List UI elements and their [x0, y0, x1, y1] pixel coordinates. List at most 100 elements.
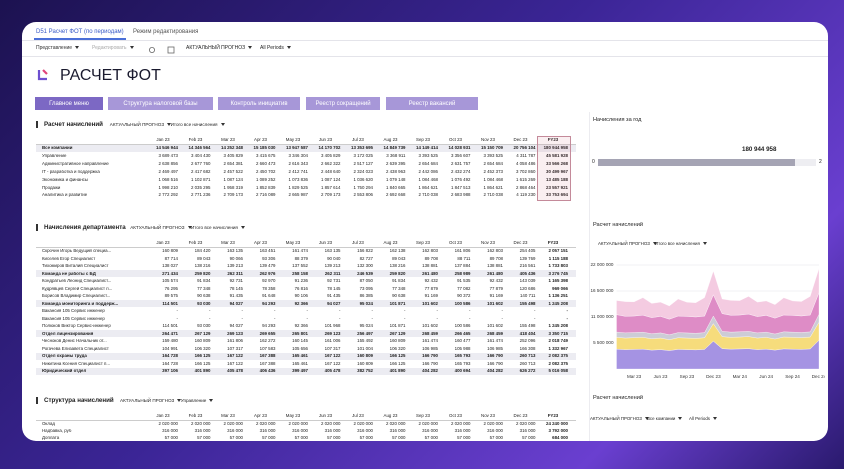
nav-button[interactable]: Структура налоговой базы — [108, 97, 213, 110]
table-cell: 2 457 522 — [223, 168, 243, 174]
table-cell: 77 348 — [392, 285, 406, 291]
table-cell: 166 790 — [487, 353, 503, 358]
table-cell: 405 436 — [519, 270, 536, 276]
filter-dropdown[interactable]: АКТУАЛЬНЫЙ ПРОГНОЗ — [120, 398, 181, 404]
section-marker — [36, 224, 38, 231]
table-cell: 2 035 295 — [190, 184, 211, 190]
table-cell: 90 066 — [229, 255, 243, 261]
table-cell: 107 317 — [324, 345, 341, 351]
period-dropdown[interactable]: All Periods — [260, 46, 291, 51]
table-cell: 3 404 430 — [190, 152, 211, 158]
filter-dropdown[interactable]: Итого все начисления — [655, 241, 707, 246]
table-cell: 166 125 — [194, 353, 211, 358]
table-cell: 94 027 — [229, 300, 243, 306]
table-cell: 23 557 921 — [546, 184, 568, 190]
table-cell: - — [534, 315, 536, 321]
table-cell: 258 989 — [454, 270, 471, 276]
view-dropdown[interactable]: Представление — [36, 46, 79, 51]
table-cell: - — [501, 315, 503, 321]
table-cell: 167 388 — [259, 360, 276, 366]
column-header: Jan 23 — [156, 137, 170, 142]
table-cell: - — [566, 315, 568, 321]
filter-dropdown[interactable]: Управление — [181, 398, 214, 404]
filter-dropdown[interactable]: All Periods — [689, 416, 717, 421]
filter-dropdown[interactable]: АКТУАЛЬНЫЙ ПРОГНОЗ — [598, 241, 657, 246]
table-cell: 1 165 398 — [548, 278, 568, 283]
table-cell: 2 020 000 — [483, 421, 503, 426]
table-cell: 254 405 — [519, 248, 536, 253]
filter-dropdown[interactable]: Итого все начисления — [171, 122, 225, 128]
row-label: Киселев Егор Специалист — [42, 256, 96, 261]
table-cell: 165 793 — [454, 360, 471, 366]
table-cell: 316 000 — [487, 428, 503, 433]
table-cell: 77 879 — [489, 285, 503, 291]
table-cell: 13 947 587 — [286, 145, 308, 150]
table-cell: 2 417 682 — [190, 168, 211, 174]
edit-dropdown[interactable]: Редактировать — [92, 46, 134, 51]
table-cell: 166 790 — [422, 353, 438, 358]
column-header: May 23 — [285, 240, 301, 245]
column-header: Mar 23 — [221, 413, 235, 418]
column-header: Nov 23 — [481, 240, 495, 245]
table-cell: 167 122 — [324, 360, 341, 366]
table-cell: 2 412 741 — [288, 168, 308, 174]
chart-title: Расчет начислений — [593, 222, 643, 228]
tab[interactable]: D51 Расчет ФОТ (по периодам) — [36, 29, 124, 35]
table-cell: 57 000 — [424, 435, 438, 440]
nav-button[interactable]: Контроль инициатив — [218, 97, 300, 110]
table-cell: 101 602 — [487, 300, 503, 306]
section-title: Расчет начислений — [44, 121, 103, 128]
filter-dropdown[interactable]: Итого все начисления — [191, 225, 245, 231]
header-rule — [36, 420, 576, 421]
table-cell: 261 480 — [487, 270, 503, 276]
row-highlight — [36, 270, 576, 277]
table-cell: 180 944 958 — [543, 145, 568, 150]
table-cell: 405 478 — [324, 368, 341, 373]
gauge-min: 0 — [592, 159, 595, 165]
table-cell: 57 000 — [294, 435, 308, 440]
version-dropdown[interactable]: АКТУАЛЬНЫЙ ПРОГНОЗ — [186, 46, 252, 51]
table-cell: 382 752 — [357, 368, 373, 373]
column-header: Apr 23 — [254, 413, 267, 418]
table-cell: 155 492 — [357, 338, 373, 343]
table-cell: 76 295 — [164, 285, 178, 291]
table-cell: 3 792 000 — [548, 428, 568, 433]
nav-button[interactable]: Реестр вакансий — [386, 97, 478, 110]
column-header: Mar 23 — [221, 137, 235, 142]
nav-button[interactable]: Главное меню — [35, 97, 103, 110]
table-cell: - — [469, 308, 471, 313]
table-cell: 2 020 000 — [385, 421, 406, 426]
table-cell: 163 451 — [259, 248, 276, 253]
table-cell: - — [241, 315, 243, 321]
table-cell: 2 616 343 — [288, 160, 308, 166]
filter-dropdown[interactable]: АКТУАЛЬНЫЙ ПРОГНОЗ — [110, 122, 171, 128]
table-cell: 101 004 — [357, 345, 373, 351]
tab[interactable]: Режим редактирования — [133, 29, 199, 35]
column-header: Jul 23 — [352, 240, 364, 245]
table-cell: 90 638 — [392, 293, 406, 298]
table-cell: 90 372 — [457, 293, 471, 298]
table-cell: 2 553 806 — [353, 192, 373, 198]
table-cell: 15 150 709 — [481, 145, 503, 150]
table-cell: 404 282 — [422, 368, 438, 373]
page-title: РАСЧЕТ ФОТ — [60, 67, 161, 84]
table-cell: - — [501, 308, 503, 313]
column-header: Sep 23 — [416, 240, 430, 245]
table-cell: 2 020 000 — [515, 421, 536, 426]
filter-dropdown[interactable]: АКТУАЛЬНЫЙ ПРОГНОЗ — [130, 225, 191, 231]
table-cell: 166 125 — [389, 360, 406, 366]
table-cell: 3 689 473 — [158, 152, 178, 158]
filter-dropdown[interactable]: Все компании — [647, 416, 682, 421]
table-cell: 166 790 — [487, 360, 503, 366]
column-header: Apr 23 — [254, 137, 267, 142]
table-cell: 1 084 468 — [483, 176, 503, 182]
table-cell: 165 793 — [454, 353, 471, 358]
filter-dropdown[interactable]: АКТУАЛЬНЫЙ ПРОГНОЗ — [590, 416, 649, 421]
row-label: Юридический отдел — [42, 369, 87, 373]
nav-button[interactable]: Реестр сокращений — [306, 97, 380, 110]
toolbar-icons — [149, 46, 175, 54]
row-label: Рогачева Елизавета Специалист — [42, 346, 109, 351]
table-cell: 401 890 — [194, 368, 211, 373]
table-cell: 14 546 944 — [156, 145, 178, 150]
row-label: Скрочин Игорь Ведущий специа... — [42, 249, 112, 253]
